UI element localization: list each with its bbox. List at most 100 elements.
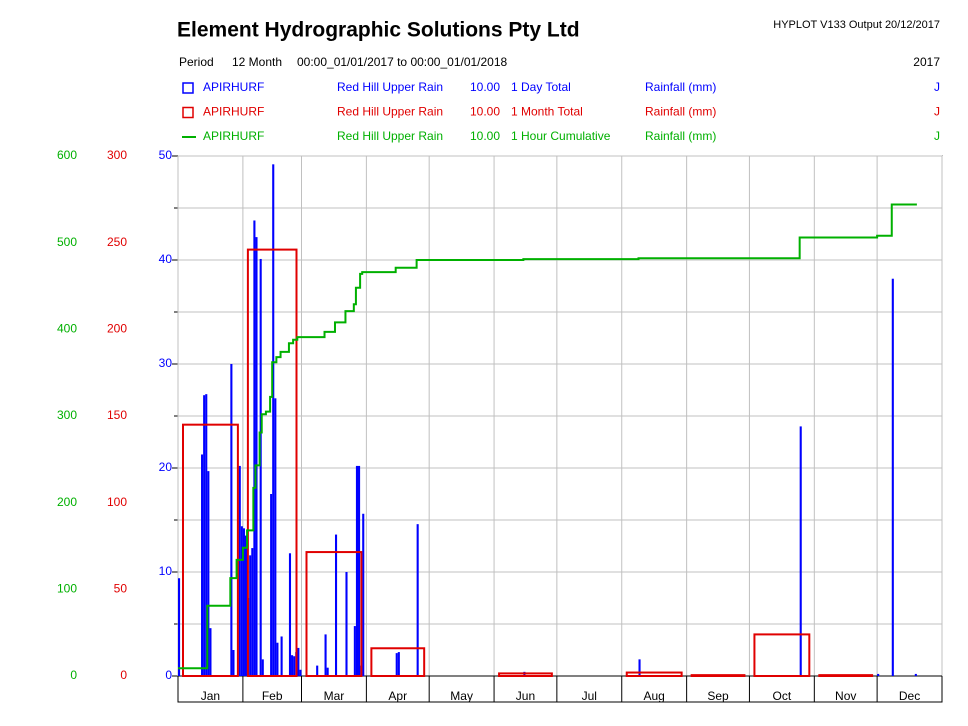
y3-tick-label: 400 xyxy=(57,322,77,336)
x-tick-label: Aug xyxy=(644,689,665,703)
x-tick-label: Nov xyxy=(835,689,856,703)
x-tick-label: Jan xyxy=(201,689,220,703)
legend-description: 1 Day Total xyxy=(511,80,571,94)
bar xyxy=(270,494,273,676)
y-tick-label: 0 xyxy=(165,668,172,682)
legend-description: 1 Month Total xyxy=(511,105,583,119)
x-tick-label: Jun xyxy=(516,689,535,703)
bar xyxy=(345,572,348,676)
bar xyxy=(209,628,212,676)
legend-flag: J xyxy=(934,129,940,143)
bar xyxy=(244,535,248,676)
month-total xyxy=(625,671,683,677)
y-tick-label: 10 xyxy=(159,564,173,578)
legend-name: APIRHURF xyxy=(203,80,264,94)
bar xyxy=(334,534,338,676)
y-tick-label: 50 xyxy=(159,148,173,162)
bar xyxy=(355,465,359,676)
y2-tick-label: 300 xyxy=(107,148,127,162)
legend-code: 10.00 xyxy=(470,80,500,94)
bar xyxy=(253,220,256,677)
bar xyxy=(293,656,296,676)
y3-tick-label: 0 xyxy=(70,668,77,682)
x-tick-label: Feb xyxy=(262,689,283,703)
y3-tick-label: 500 xyxy=(57,235,77,249)
period-range: 00:00_01/01/2017 to 00:00_01/01/2018 xyxy=(297,55,508,69)
y2-tick-label: 100 xyxy=(107,495,127,509)
legend-swatch xyxy=(182,82,194,94)
x-tick-label: Dec xyxy=(899,689,920,703)
y2-tick-label: 0 xyxy=(120,668,127,682)
bar xyxy=(272,164,275,676)
legend-name: APIRHURF xyxy=(203,129,264,143)
x-tick-label: Jul xyxy=(582,689,597,703)
x-tick-label: Apr xyxy=(388,689,407,703)
month-total xyxy=(818,674,874,678)
bar xyxy=(291,655,294,676)
bar xyxy=(207,471,210,676)
y-tick-label: 20 xyxy=(159,460,173,474)
legend-site: Red Hill Upper Rain xyxy=(337,80,443,94)
bar xyxy=(395,653,398,676)
bar xyxy=(362,513,365,676)
y2-tick-label: 50 xyxy=(114,582,128,596)
year: 2017 xyxy=(913,55,940,69)
month-total xyxy=(246,248,298,677)
bar xyxy=(877,673,880,676)
legend-units: Rainfall (mm) xyxy=(645,80,716,94)
month-total xyxy=(182,423,239,677)
bar xyxy=(240,526,243,676)
bar xyxy=(205,394,208,676)
chart-title: Element Hydrographic Solutions Pty Ltd xyxy=(177,19,580,42)
cumulative-line xyxy=(178,203,917,670)
legend-units: Rainfall (mm) xyxy=(645,129,716,143)
y2-tick-label: 250 xyxy=(107,235,127,249)
legend-name: APIRHURF xyxy=(203,105,264,119)
y3-tick-label: 600 xyxy=(57,148,77,162)
bar xyxy=(276,642,279,676)
bar xyxy=(324,634,327,676)
legend-flag: J xyxy=(934,105,940,119)
x-tick-label: Sep xyxy=(707,689,729,703)
legend-flag: J xyxy=(934,80,940,94)
bar xyxy=(255,237,258,676)
legend-code: 10.00 xyxy=(470,129,500,143)
y-tick-label: 40 xyxy=(159,252,173,266)
bar xyxy=(416,524,419,676)
month-total xyxy=(305,551,363,677)
bar xyxy=(326,667,329,676)
y3-tick-label: 100 xyxy=(57,582,77,596)
x-tick-label: Mar xyxy=(324,689,345,703)
bar xyxy=(280,636,283,676)
bar xyxy=(353,626,356,676)
bar xyxy=(297,647,300,676)
y-tick-label: 30 xyxy=(159,356,173,370)
version: HYPLOT V133 Output 20/12/2017 xyxy=(773,19,940,31)
legend-code: 10.00 xyxy=(470,105,500,119)
bar xyxy=(274,398,277,676)
y3-tick-label: 300 xyxy=(57,408,77,422)
bar xyxy=(259,258,262,676)
bar xyxy=(249,555,252,676)
bar xyxy=(201,454,204,676)
bar xyxy=(232,650,235,676)
bar xyxy=(238,465,241,676)
bar xyxy=(299,669,302,676)
legend-units: Rainfall (mm) xyxy=(645,105,716,119)
bar xyxy=(230,364,233,676)
bar xyxy=(799,426,802,676)
bar xyxy=(891,278,894,676)
legend-swatch xyxy=(182,106,194,119)
bar xyxy=(638,659,641,676)
legend-description: 1 Hour Cumulative xyxy=(511,129,611,143)
x-tick-label: Oct xyxy=(773,689,792,703)
bar xyxy=(397,652,400,676)
y2-tick-label: 150 xyxy=(107,408,127,422)
legend-site: Red Hill Upper Rain xyxy=(337,105,443,119)
period-length: 12 Month xyxy=(232,55,282,69)
bar xyxy=(203,395,206,676)
bar xyxy=(914,673,917,676)
bar xyxy=(251,548,254,676)
period-label: Period xyxy=(179,55,214,69)
